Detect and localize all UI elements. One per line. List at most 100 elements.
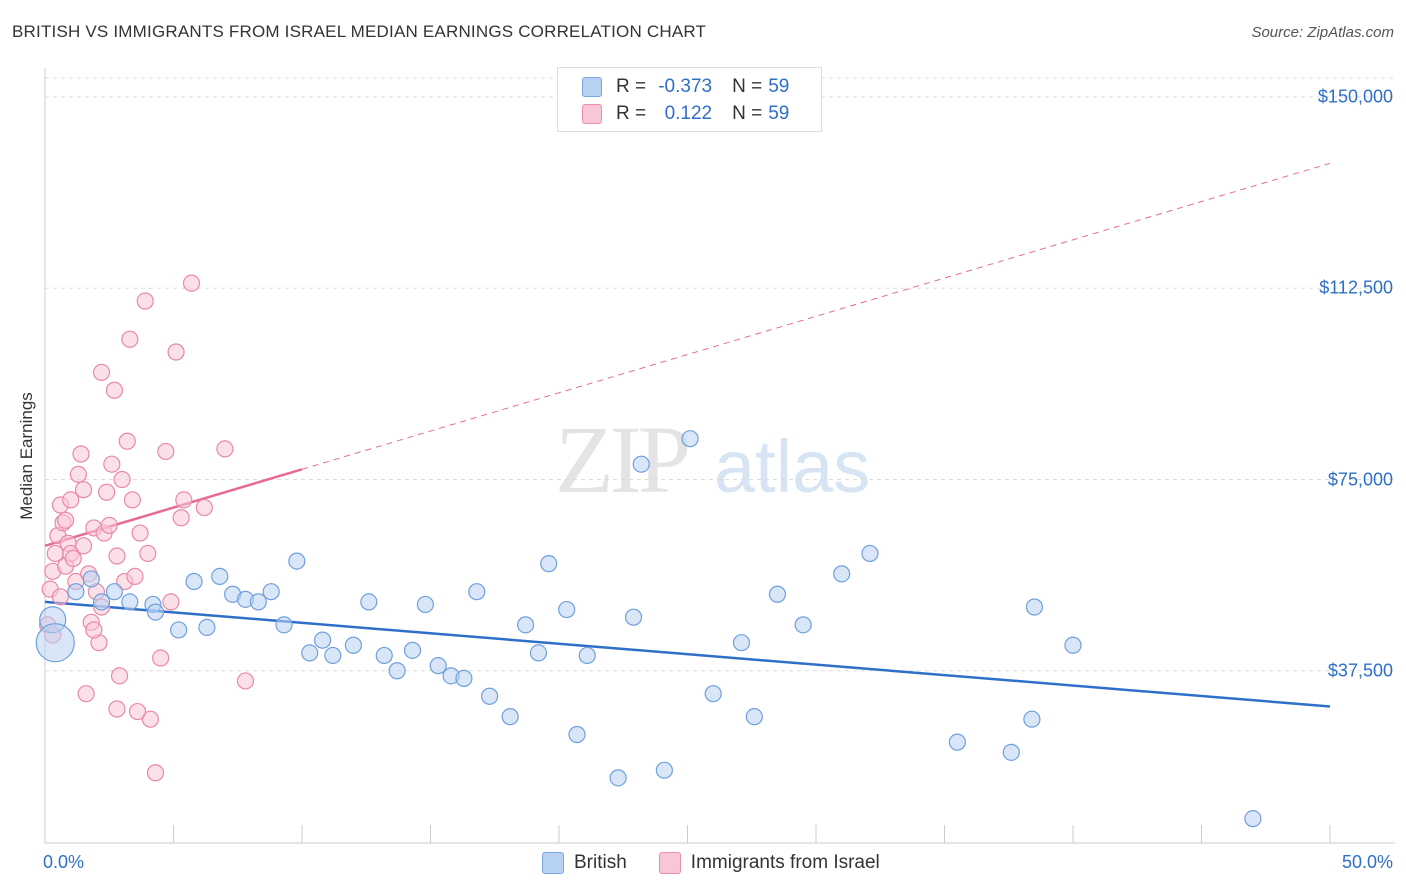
british-point xyxy=(262,583,280,601)
y-tick-label: $37,500 xyxy=(1327,660,1393,681)
british-point xyxy=(558,600,576,619)
british-point xyxy=(82,570,100,588)
british-point xyxy=(249,593,267,611)
british-point xyxy=(429,657,447,675)
british-point xyxy=(704,685,722,703)
grid-lines xyxy=(45,77,1395,672)
israel-point xyxy=(146,764,165,782)
x-tick-label-max: 50.0% xyxy=(1341,852,1393,872)
israel-point xyxy=(139,544,157,563)
correlation-legend: R = -0.373 N = 59 R = 0.122 N = 59 xyxy=(557,67,822,132)
israel-point xyxy=(105,381,123,399)
watermark-zip: ZIP xyxy=(555,406,688,513)
british-point xyxy=(468,583,486,601)
israel-point xyxy=(182,274,201,292)
axes xyxy=(44,68,1395,844)
israel-point xyxy=(98,483,116,501)
chart-source: Source: ZipAtlas.com xyxy=(1251,24,1394,41)
british-point xyxy=(732,634,751,652)
series-label-british: British xyxy=(574,852,627,873)
israel-point xyxy=(64,549,82,568)
british-point xyxy=(1244,810,1262,828)
israel-point xyxy=(113,470,131,489)
israel-point xyxy=(110,667,129,685)
legend-n-value: 59 xyxy=(768,103,790,124)
zipatlas-watermark: ZIP atlas xyxy=(555,406,870,513)
israel-point xyxy=(74,537,93,555)
israel-point xyxy=(108,547,126,565)
british-point xyxy=(301,644,319,662)
british-point xyxy=(275,616,293,634)
british-point xyxy=(185,572,203,591)
british-point xyxy=(745,708,763,726)
israel-point xyxy=(162,593,180,611)
series-legend-israel[interactable]: Immigrants from Israel xyxy=(658,852,880,874)
british-point xyxy=(1064,636,1082,654)
british-point xyxy=(324,646,342,665)
legend-n-label: N = xyxy=(732,76,763,97)
legend-n-value: 59 xyxy=(768,76,790,97)
israel-point xyxy=(175,491,193,509)
israel-trend-line-extrapolated xyxy=(301,162,1331,470)
british-point xyxy=(403,641,422,659)
israel-point xyxy=(77,685,95,703)
series-legend: British Immigrants from Israel xyxy=(542,852,912,874)
british-point xyxy=(211,567,229,586)
y-axis-label: Median Earnings xyxy=(17,392,36,520)
british-point xyxy=(388,662,406,680)
israel-point xyxy=(123,491,141,509)
british-point xyxy=(681,430,699,448)
israel-point xyxy=(172,509,190,527)
israel-point xyxy=(195,498,213,517)
israel-point xyxy=(128,702,147,721)
israel-point xyxy=(100,516,118,535)
british-point xyxy=(1002,743,1020,761)
british-point xyxy=(455,669,473,688)
british-point xyxy=(568,725,586,744)
israel-point xyxy=(126,567,144,586)
british-point xyxy=(609,769,627,787)
british-point xyxy=(768,585,787,603)
british-point xyxy=(313,631,332,649)
israel-point xyxy=(136,292,154,310)
british-point xyxy=(624,608,643,626)
israel-point xyxy=(118,432,136,450)
series-label-israel: Immigrants from Israel xyxy=(690,852,880,873)
series-swatch-israel xyxy=(658,852,681,874)
british-point xyxy=(794,616,812,634)
legend-r-value: -0.373 xyxy=(658,76,713,97)
watermark-atlas: atlas xyxy=(714,425,870,508)
legend-row-british: R = -0.373 N = 59 xyxy=(582,74,789,100)
british-point xyxy=(121,593,139,611)
british-point xyxy=(1025,598,1044,616)
israel-points xyxy=(38,274,255,782)
israel-point xyxy=(103,455,121,473)
israel-point xyxy=(62,491,80,509)
legend-swatch-israel xyxy=(582,104,602,124)
israel-point xyxy=(74,481,93,499)
israel-point xyxy=(85,621,103,639)
israel-point xyxy=(51,588,70,606)
british-point xyxy=(948,733,966,751)
british-point xyxy=(146,603,165,621)
british-point xyxy=(1023,710,1041,728)
british-point xyxy=(540,555,558,573)
israel-point xyxy=(131,524,149,542)
british-point xyxy=(481,687,499,705)
british-point xyxy=(344,636,362,654)
british-trend-line xyxy=(44,600,1331,708)
british-point xyxy=(833,565,851,583)
y-tick-label: $75,000 xyxy=(1327,469,1393,489)
israel-point xyxy=(141,710,159,728)
british-point xyxy=(360,593,378,611)
israel-point xyxy=(69,465,88,483)
british-point xyxy=(92,593,111,611)
british-point xyxy=(516,616,535,634)
israel-point xyxy=(236,672,255,690)
british-point xyxy=(416,595,434,614)
british-point xyxy=(632,455,650,473)
series-legend-british[interactable]: British xyxy=(542,852,627,874)
series-swatch-british xyxy=(542,852,564,874)
y-tick-label: $112,500 xyxy=(1319,277,1393,298)
british-points xyxy=(35,430,1262,828)
